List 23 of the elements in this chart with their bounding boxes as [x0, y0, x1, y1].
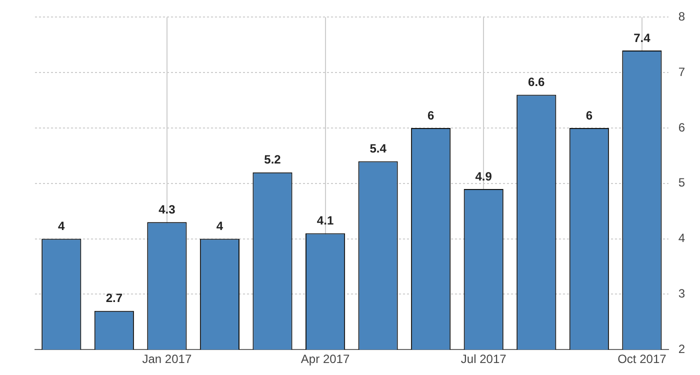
data-label: 6.6 — [528, 75, 546, 90]
y-tick-label: 2 — [678, 342, 686, 356]
data-label: 4.3 — [158, 202, 176, 216]
data-label: 4 — [58, 219, 66, 234]
x-tick-label: Apr 2017 — [300, 352, 350, 366]
data-label: 4 — [216, 219, 224, 234]
data-label: 7.4 — [634, 30, 651, 45]
y-tick-label: 3 — [678, 286, 686, 301]
data-label: 6 — [427, 108, 434, 122]
y-tick-label: 7 — [678, 64, 686, 79]
y-tick-label: 6 — [678, 120, 686, 134]
x-tick-label: Jan 2017 — [142, 352, 192, 366]
x-tick-label: Jul 2017 — [460, 352, 507, 366]
y-tick-label: 5 — [678, 176, 686, 190]
y-tick-label: 4 — [678, 231, 686, 246]
data-label: 5.2 — [264, 152, 282, 167]
data-label: 4.9 — [475, 169, 492, 184]
data-label: 4.1 — [316, 214, 334, 228]
data-label: 5.4 — [370, 142, 387, 156]
data-label: 6 — [586, 108, 593, 122]
x-tick-label: Oct 2017 — [618, 352, 667, 366]
y-tick-label: 8 — [678, 10, 686, 24]
data-label: 2.7 — [106, 291, 123, 306]
